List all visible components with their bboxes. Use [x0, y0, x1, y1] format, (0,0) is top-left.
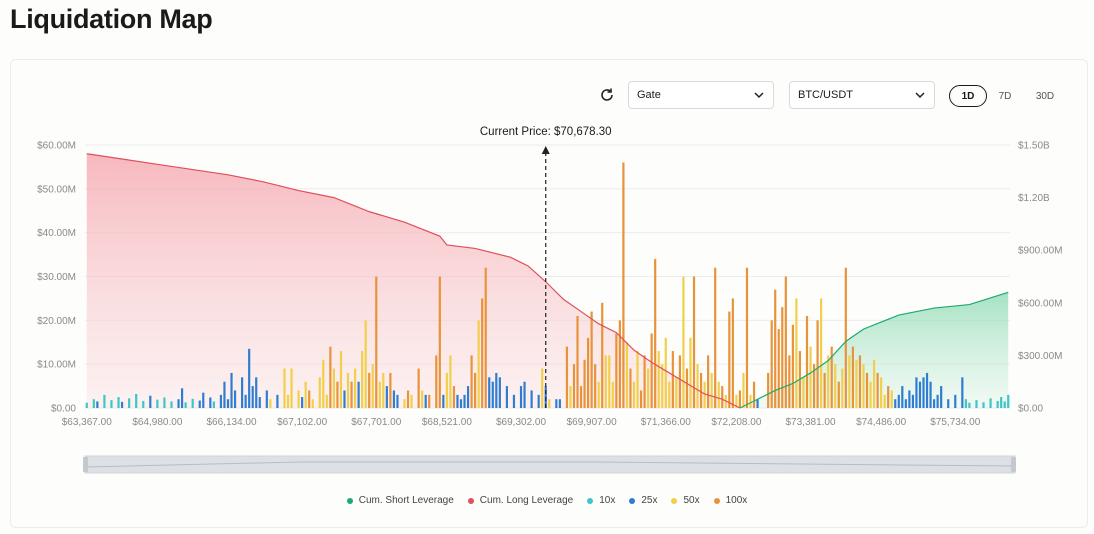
legend-100x[interactable]: 100x [713, 495, 747, 506]
pair-select[interactable]: BTC/USDT [789, 81, 935, 109]
exchange-select-value: Gate [637, 89, 661, 101]
legend-cum-short[interactable]: Cum. Short Leverage [346, 495, 454, 506]
chevron-down-icon [754, 92, 764, 99]
timeframe-1d-button[interactable]: 1D [949, 85, 987, 107]
legend-25x[interactable]: 25x [629, 495, 657, 506]
page-title: Liquidation Map [10, 4, 213, 34]
legend-10x[interactable]: 10x [587, 495, 615, 506]
timeframe-7d-button[interactable]: 7D [998, 90, 1012, 102]
legend-50x[interactable]: 50x [671, 495, 700, 506]
chart-card [10, 59, 1088, 528]
pair-select-value: BTC/USDT [798, 89, 853, 101]
refresh-icon[interactable] [597, 85, 617, 105]
exchange-select[interactable]: Gate [628, 81, 774, 109]
chart-legend: Cum. Short Leverage Cum. Long Leverage 1… [0, 495, 1094, 506]
timeframe-30d-button[interactable]: 30D [1035, 90, 1055, 102]
chevron-down-icon [915, 92, 925, 99]
legend-cum-long[interactable]: Cum. Long Leverage [467, 495, 573, 506]
